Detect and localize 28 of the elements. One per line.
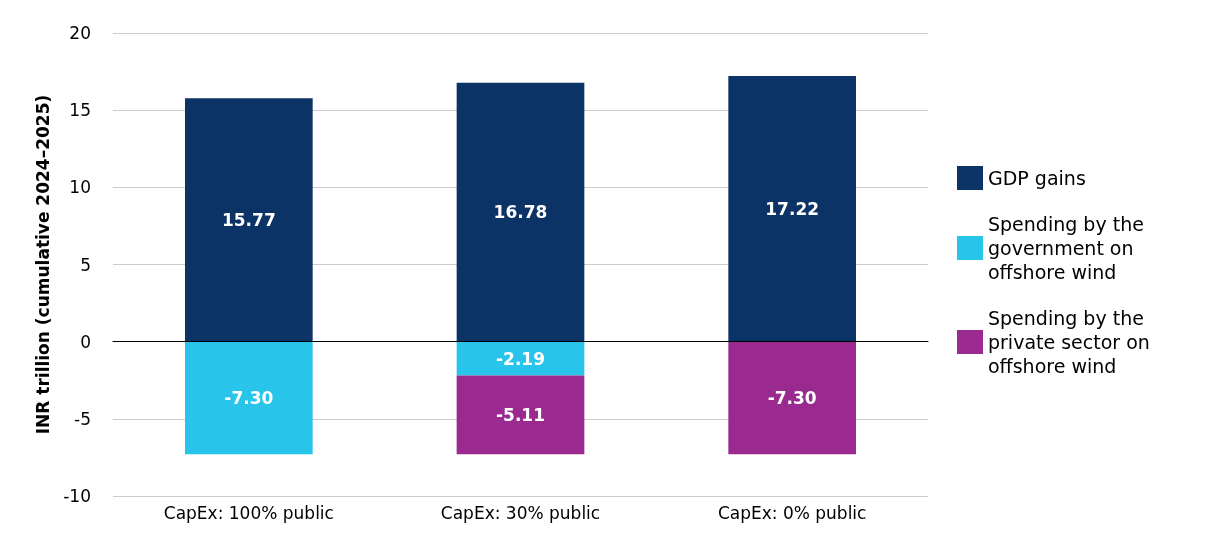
data-label: 17.22 xyxy=(765,198,820,219)
y-tick-label: -5 xyxy=(74,408,91,429)
bar xyxy=(184,98,313,342)
x-tick-label: CapEx: 30% public xyxy=(440,502,601,523)
data-label: -5.11 xyxy=(496,404,545,425)
x-tick-label: CapEx: 0% public xyxy=(717,502,867,523)
y-tick-label: 5 xyxy=(80,254,91,275)
bar xyxy=(456,341,585,376)
data-label: -2.19 xyxy=(496,348,545,369)
legend-label: GDP gains xyxy=(988,167,1086,189)
data-label: 16.78 xyxy=(493,202,548,223)
y-tick-label: 15 xyxy=(69,100,91,121)
y-tick-label: 20 xyxy=(69,23,91,43)
y-tick-label: -10 xyxy=(63,486,91,506)
bar xyxy=(184,341,313,455)
data-label: -7.30 xyxy=(767,388,817,408)
legend-label: Spending by the government on offshore wind xyxy=(988,213,1150,283)
data-label: 15.77 xyxy=(221,209,276,230)
y-tick-label: 0 xyxy=(80,331,91,352)
bar xyxy=(728,341,857,455)
legend-label: Spending by the private sector on offshore wind xyxy=(988,307,1156,377)
data-label: -7.30 xyxy=(224,388,274,408)
bar xyxy=(456,82,585,342)
y-axis-title: INR trillion (cumulative 2024–2025) xyxy=(32,94,53,435)
y-tick-label: 10 xyxy=(69,177,91,198)
bar xyxy=(456,375,585,455)
x-tick-label: CapEx: 100% public xyxy=(163,502,334,523)
bar xyxy=(728,75,857,342)
